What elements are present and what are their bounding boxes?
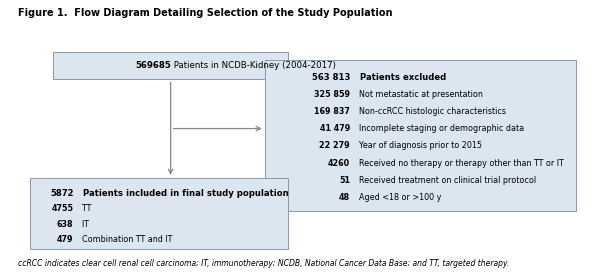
Text: 22 279: 22 279	[319, 141, 350, 150]
Text: 4755: 4755	[52, 204, 74, 213]
Text: 4260: 4260	[328, 159, 350, 168]
Text: Aged <18 or >100 y: Aged <18 or >100 y	[353, 193, 441, 202]
Text: Patients excluded: Patients excluded	[353, 73, 446, 81]
Text: 569685: 569685	[135, 61, 170, 70]
FancyBboxPatch shape	[29, 178, 288, 249]
Text: 638: 638	[57, 220, 74, 229]
Text: Year of diagnosis prior to 2015: Year of diagnosis prior to 2015	[353, 141, 482, 150]
Text: 169 837: 169 837	[314, 107, 350, 116]
Text: Incomplete staging or demographic data: Incomplete staging or demographic data	[353, 124, 524, 133]
FancyBboxPatch shape	[265, 60, 577, 211]
Text: 48: 48	[339, 193, 350, 202]
Text: 479: 479	[57, 235, 74, 244]
FancyBboxPatch shape	[53, 52, 288, 79]
Text: 563 813: 563 813	[311, 73, 350, 81]
Text: TT: TT	[77, 204, 92, 213]
Text: Received treatment on clinical trial protocol: Received treatment on clinical trial pro…	[353, 176, 536, 185]
Text: Patients in NCDB-Kidney (2004-2017): Patients in NCDB-Kidney (2004-2017)	[170, 61, 335, 70]
Text: 325 859: 325 859	[314, 90, 350, 99]
Text: 51: 51	[339, 176, 350, 185]
Text: Received no therapy or therapy other than TT or IT: Received no therapy or therapy other tha…	[353, 159, 563, 168]
Text: 41 479: 41 479	[320, 124, 350, 133]
Text: 5872: 5872	[50, 189, 74, 198]
Text: Patients included in final study population: Patients included in final study populat…	[77, 189, 289, 198]
Text: ccRCC indicates clear cell renal cell carcinoma; IT, immunotherapy; NCDB, Nation: ccRCC indicates clear cell renal cell ca…	[18, 259, 509, 268]
Text: Figure 1.  Flow Diagram Detailing Selection of the Study Population: Figure 1. Flow Diagram Detailing Selecti…	[18, 8, 392, 18]
Text: Combination TT and IT: Combination TT and IT	[77, 235, 173, 244]
Text: Not metastatic at presentation: Not metastatic at presentation	[353, 90, 482, 99]
Text: Non-ccRCC histologic characteristics: Non-ccRCC histologic characteristics	[353, 107, 506, 116]
Text: IT: IT	[77, 220, 89, 229]
